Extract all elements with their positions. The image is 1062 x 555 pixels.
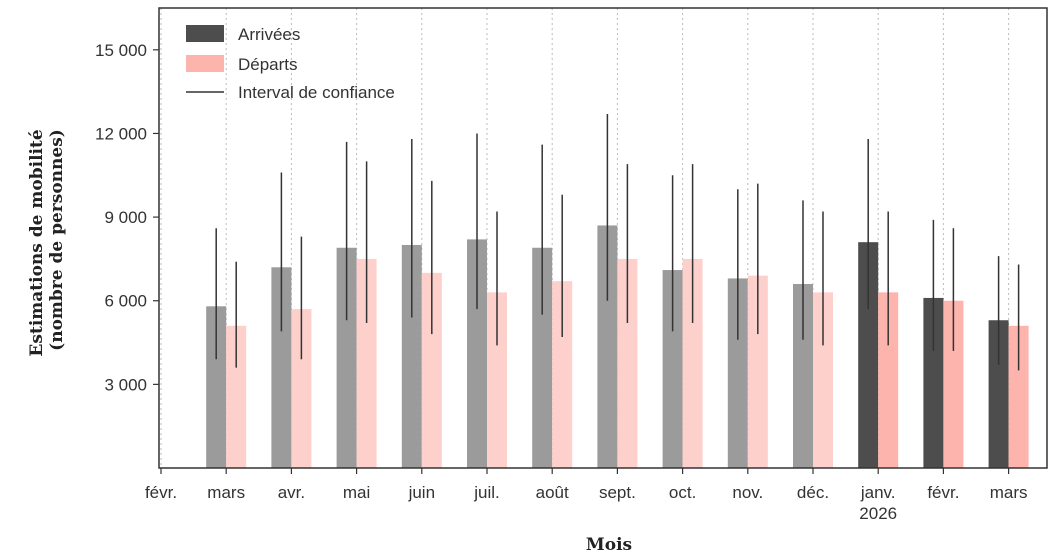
bar-arrivees <box>988 320 1009 468</box>
legend-swatch-arrivees <box>186 25 224 42</box>
bar-departs <box>813 292 833 468</box>
y-axis-title-line-1: Estimations de mobilité <box>27 129 47 356</box>
y-tick-label: 12 000 <box>95 124 147 143</box>
bar-departs <box>878 292 899 468</box>
y-tick-label: 3 000 <box>104 375 147 394</box>
bar-arrivees <box>858 242 879 468</box>
legend: Arrivées Départs Interval de confiance <box>186 25 395 102</box>
bar-arrivees <box>467 239 487 468</box>
bar-arrivees <box>662 270 683 468</box>
x-tick-label: mai <box>343 483 370 502</box>
x-tick-label: juin <box>408 483 435 502</box>
plot-frame <box>158 7 1048 469</box>
bar-departs <box>356 258 377 468</box>
y-tick-label: 6 000 <box>104 292 147 311</box>
bar-departs <box>682 258 703 468</box>
y-axis: 3 000 6 000 9 000 12 000 15 000 <box>95 41 159 394</box>
bar-arrivees <box>727 278 748 468</box>
bar-departs <box>747 275 768 468</box>
x-tick-label: nov. <box>732 483 763 502</box>
x-tick-label: août <box>536 483 569 502</box>
bar-arrivees <box>597 225 618 468</box>
bar-departs <box>552 281 573 468</box>
x-tick-label: févr. <box>927 483 959 502</box>
x-tick-label: mars <box>207 483 245 502</box>
bar-arrivees <box>336 247 357 468</box>
bars <box>206 225 1029 468</box>
x-tick-label: mars <box>990 483 1028 502</box>
legend-label-interval: Interval de confiance <box>238 83 395 102</box>
x-tick-label: déc. <box>797 483 829 502</box>
y-axis-title: Estimations de mobilité (nombre de perso… <box>27 123 67 356</box>
y-axis-title-line-2: (nombre de personnes) <box>47 129 67 351</box>
legend-label-departs: Départs <box>238 55 298 74</box>
y-tick-label: 15 000 <box>95 41 147 60</box>
x-axis: févr. mars avr. mai juin juil. août sept. oct. no… <box>145 468 1028 523</box>
legend-swatch-departs <box>186 55 224 72</box>
bar-departs <box>617 258 638 468</box>
x-tick-label: oct. <box>669 483 696 502</box>
x-axis-title: Mois <box>586 535 632 555</box>
x-tick-label: juil. <box>473 483 500 502</box>
y-tick-label: 9 000 <box>104 208 147 227</box>
bar-departs <box>487 292 507 468</box>
x-tick-label: avr. <box>278 483 305 502</box>
bar-arrivees <box>923 297 944 468</box>
bar-departs <box>226 325 247 468</box>
bar-departs <box>943 300 964 468</box>
x-tick-label: janv. 2026 <box>859 483 897 523</box>
bar-arrivees <box>206 306 227 468</box>
error-bars <box>215 113 1020 371</box>
bar-arrivees <box>793 284 813 468</box>
bar-departs <box>291 309 312 468</box>
bar-departs <box>421 272 442 468</box>
x-tick-label: sept. <box>599 483 636 502</box>
bar-departs <box>1008 325 1029 468</box>
legend-label-arrivees: Arrivées <box>238 25 300 44</box>
bar-arrivees <box>401 244 422 468</box>
bar-arrivees <box>532 247 553 468</box>
bar-arrivees <box>271 267 292 468</box>
x-tick-label: févr. <box>145 483 177 502</box>
